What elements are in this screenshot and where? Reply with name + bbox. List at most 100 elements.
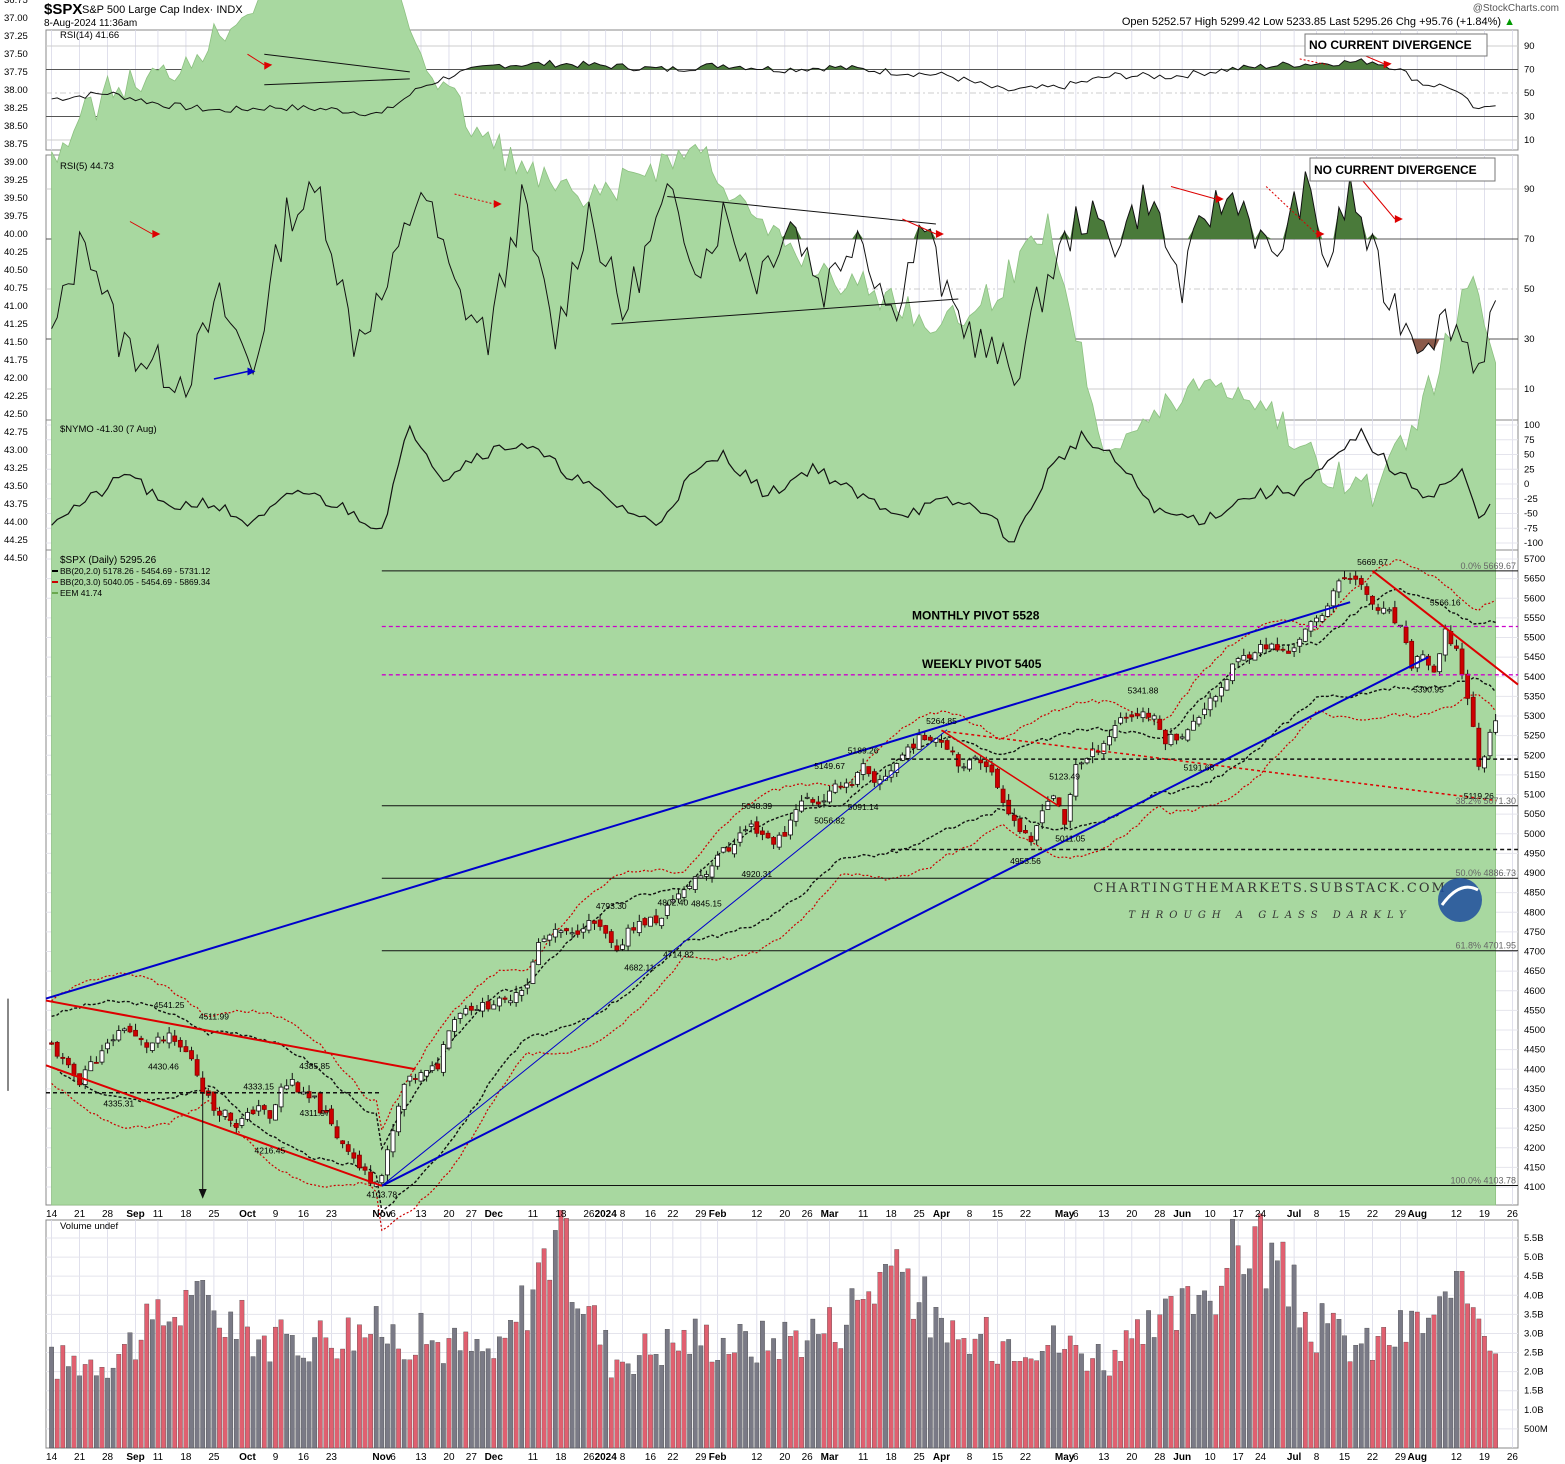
eem-tick: 40.25 xyxy=(4,247,28,258)
vol-tick: 3.5B xyxy=(1524,1309,1544,1320)
volume-bar xyxy=(524,1330,530,1449)
volume-bar xyxy=(1493,1353,1498,1449)
volume-bar xyxy=(989,1361,995,1449)
candle xyxy=(1011,814,1017,821)
red-arrow-icon xyxy=(935,230,944,238)
price-annotation: 5011.05 xyxy=(1055,833,1085,843)
candle xyxy=(1146,712,1152,718)
x-axis-label: May xyxy=(1055,1209,1075,1220)
fib-label: 100.0% 4103.78 xyxy=(1450,1176,1516,1186)
volume-bar xyxy=(1398,1310,1403,1449)
candle xyxy=(1454,645,1459,649)
x-axis-label: 24 xyxy=(1255,1209,1267,1220)
eem-tick: 42.00 xyxy=(4,373,28,384)
volume-bar xyxy=(944,1342,950,1449)
price-tick: 4150 xyxy=(1524,1162,1545,1173)
volume-bar xyxy=(1319,1303,1325,1449)
price-annotation: 5091.14 xyxy=(848,802,879,812)
blue-channel-lower xyxy=(381,656,1429,1187)
candle xyxy=(502,997,508,1000)
candle xyxy=(496,997,502,1007)
volume-bar xyxy=(838,1348,844,1449)
candle xyxy=(754,821,760,834)
volume-bar xyxy=(1135,1319,1140,1449)
candle xyxy=(692,876,698,890)
candle xyxy=(1246,654,1252,659)
x-axis-label: 20 xyxy=(1126,1452,1138,1463)
substack-logo-icon xyxy=(1438,878,1482,922)
candle xyxy=(1325,605,1331,617)
red-arrow-icon xyxy=(152,230,161,238)
x-axis-label: 8 xyxy=(620,1209,626,1220)
volume-bar xyxy=(1426,1317,1431,1449)
candle xyxy=(82,1069,88,1085)
volume-bar xyxy=(698,1345,704,1449)
price-tick: 5050 xyxy=(1524,809,1545,820)
x-axis-label: 16 xyxy=(645,1209,657,1220)
candle xyxy=(552,928,558,938)
candle xyxy=(60,1056,66,1059)
eem-tick: 39.00 xyxy=(4,157,28,168)
candle xyxy=(429,1065,435,1071)
volume-bar xyxy=(1381,1327,1387,1449)
volume-bar xyxy=(245,1326,250,1449)
candle xyxy=(558,930,564,933)
candle xyxy=(771,837,777,845)
volume-bar xyxy=(239,1299,245,1449)
x-axis-label: 11 xyxy=(528,1209,539,1220)
volume-bar xyxy=(407,1359,413,1449)
candle xyxy=(1067,794,1073,822)
volume-bar xyxy=(1353,1345,1359,1449)
candle xyxy=(939,740,944,743)
candle xyxy=(1196,717,1202,725)
eem-tick: 43.25 xyxy=(4,463,28,474)
volume-bar xyxy=(71,1355,77,1449)
x-axis-label: 6 xyxy=(390,1452,396,1463)
red-trend xyxy=(45,1064,383,1187)
candle xyxy=(922,734,928,741)
price-tick: 4950 xyxy=(1524,848,1545,859)
eem-tick: 44.50 xyxy=(4,553,28,564)
volume-bar xyxy=(1196,1295,1202,1449)
volume-bar xyxy=(1325,1323,1331,1449)
x-axis-label: 2024 xyxy=(595,1209,618,1220)
x-axis-label: 8 xyxy=(1314,1209,1320,1220)
candle xyxy=(1482,756,1487,769)
volume-bar xyxy=(1454,1271,1459,1449)
candle xyxy=(1218,687,1224,697)
volume-bar xyxy=(1448,1297,1454,1449)
candle xyxy=(524,984,530,989)
candle xyxy=(351,1152,357,1159)
candle xyxy=(1135,713,1140,717)
candle xyxy=(765,832,771,839)
volume-bar xyxy=(950,1320,956,1449)
price-tick: 4350 xyxy=(1524,1084,1545,1095)
x-axis-label: 6 xyxy=(1073,1209,1079,1220)
candle xyxy=(1347,578,1353,580)
x-axis-label: 14 xyxy=(46,1452,58,1463)
volume-bar xyxy=(485,1348,491,1449)
volume-bar xyxy=(1358,1343,1364,1449)
vol-tick: 2.0B xyxy=(1524,1367,1544,1378)
x-axis-label: 25 xyxy=(208,1452,220,1463)
red-arrow-icon xyxy=(1394,215,1403,223)
volume-bar xyxy=(1006,1339,1012,1449)
candle xyxy=(424,1070,429,1077)
candle xyxy=(1409,640,1415,669)
volume-bar xyxy=(1034,1360,1040,1449)
eem-tick: 40.50 xyxy=(4,265,28,276)
rsi14-divergence xyxy=(247,53,265,66)
stockcharts-logo: @StockCharts.com xyxy=(1472,3,1559,14)
candle xyxy=(687,885,693,889)
x-axis-label: 12 xyxy=(751,1452,763,1463)
candle xyxy=(1252,652,1258,661)
volume-bar xyxy=(508,1320,513,1449)
candle xyxy=(77,1073,82,1086)
x-axis-label: 16 xyxy=(298,1452,310,1463)
volume-bar xyxy=(1442,1291,1448,1449)
x-axis-label: Nov xyxy=(372,1209,391,1220)
x-axis-label: 13 xyxy=(1098,1209,1110,1220)
price-tick: 4250 xyxy=(1524,1123,1545,1134)
legend-entry: EEM 41.74 xyxy=(60,588,102,598)
candle xyxy=(793,809,799,822)
